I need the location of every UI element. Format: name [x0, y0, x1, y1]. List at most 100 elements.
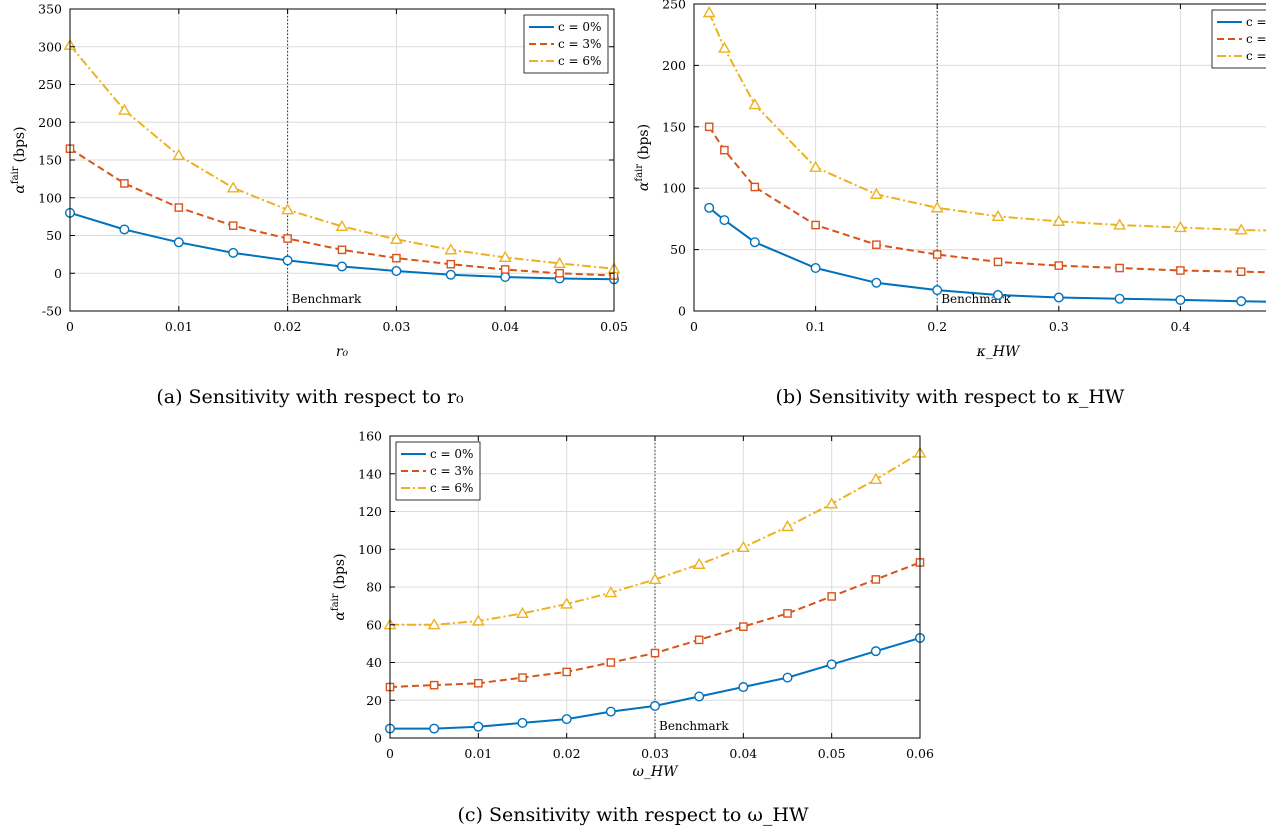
y-tick-label: 250 — [38, 77, 62, 92]
chart-panel-b: Benchmark00.10.20.30.40.5050100150200250… — [630, 0, 1266, 380]
series-line-1 — [708, 126, 1266, 274]
x-axis-label: ω_HW — [632, 764, 679, 780]
data-point — [810, 263, 821, 274]
series-line-2 — [708, 12, 1266, 232]
x-tick-label: 0.3 — [1049, 319, 1069, 334]
y-tick-label: 200 — [38, 115, 62, 130]
legend-entry-2: c = 6% — [430, 481, 473, 495]
y-tick-label: 350 — [38, 2, 62, 17]
y-tick-label: 50 — [46, 228, 62, 243]
y-tick-label: 300 — [38, 39, 62, 54]
y-tick-label: 100 — [358, 542, 382, 557]
data-point — [1173, 220, 1187, 233]
data-point — [749, 237, 760, 248]
data-point — [474, 678, 483, 688]
y-label-sup: fair — [10, 166, 21, 184]
data-point — [811, 220, 820, 230]
data-point — [500, 265, 510, 274]
data-point — [1053, 292, 1064, 303]
data-point — [392, 253, 401, 263]
y-tick-label: 120 — [358, 504, 382, 519]
data-point — [473, 721, 484, 732]
data-point — [871, 277, 882, 288]
data-point — [560, 597, 574, 609]
data-point — [516, 606, 529, 619]
data-point — [337, 245, 347, 255]
legend-entry-1: c = 3% — [1246, 32, 1266, 46]
x-tick-label: 0.06 — [906, 746, 934, 761]
data-point — [736, 540, 750, 552]
x-axis-label: κ_HW — [976, 344, 1021, 360]
y-tick-label: 100 — [38, 190, 62, 205]
data-point — [173, 237, 184, 248]
x-tick-label: 0.1 — [806, 319, 826, 334]
y-tick-label: 250 — [662, 0, 686, 12]
data-point — [518, 673, 527, 682]
y-label-unit: (bps) — [636, 124, 652, 160]
y-label-alpha: α — [12, 184, 28, 194]
data-point — [648, 572, 662, 585]
y-tick-label: 50 — [670, 242, 686, 257]
x-tick-label: 0.03 — [382, 319, 410, 334]
data-point — [553, 256, 567, 269]
y-tick-label: 0 — [54, 266, 62, 281]
data-point — [429, 723, 440, 734]
x-tick-label: 0.03 — [641, 746, 669, 761]
benchmark-label: Benchmark — [292, 292, 362, 306]
x-tick-label: 0.01 — [464, 746, 492, 761]
data-point — [826, 659, 837, 670]
x-tick-label: 0.05 — [818, 746, 846, 761]
data-point — [1175, 294, 1186, 305]
legend-entry-0: c = 0% — [558, 20, 601, 34]
data-point — [872, 240, 881, 249]
data-point — [692, 557, 706, 569]
legend-entry-2: c = 6% — [1246, 49, 1266, 63]
data-point — [717, 41, 731, 53]
chart-b-svg: Benchmark00.10.20.30.40.5050100150200250… — [634, 0, 1266, 360]
data-point — [228, 247, 239, 258]
data-point — [555, 268, 564, 278]
y-tick-label: 60 — [366, 617, 382, 632]
y-label-unit: (bps) — [332, 553, 348, 589]
data-point — [869, 187, 883, 199]
y-tick-label: 150 — [662, 119, 686, 134]
data-point — [228, 221, 238, 230]
data-point — [606, 658, 616, 667]
data-point — [704, 202, 715, 213]
data-point — [174, 203, 184, 212]
data-point — [389, 232, 403, 244]
data-point — [650, 700, 661, 711]
data-point — [991, 209, 1005, 222]
series-line-2 — [69, 44, 615, 270]
data-point — [720, 145, 729, 155]
data-point — [335, 219, 349, 232]
y-tick-label: 80 — [366, 580, 382, 595]
x-tick-label: 0 — [386, 746, 394, 761]
y-axis-label: αfair (bps) — [330, 553, 348, 620]
caption-c: (c) Sensitivity with respect to ω_HW — [457, 804, 809, 826]
x-tick-label: 0.04 — [729, 746, 757, 761]
y-tick-label: 140 — [358, 466, 382, 481]
data-point — [1113, 218, 1127, 230]
data-point — [1052, 214, 1066, 226]
data-point — [282, 255, 293, 266]
data-point — [445, 269, 456, 280]
y-axis-label: αfair (bps) — [10, 126, 28, 193]
caption-b: (b) Sensitivity with respect to κ_HW — [775, 386, 1125, 408]
data-point — [471, 614, 485, 626]
data-point — [605, 706, 616, 717]
x-tick-label: 0.4 — [1170, 319, 1190, 334]
data-point — [561, 714, 572, 725]
data-point — [446, 259, 456, 269]
legend-box — [395, 441, 481, 501]
data-point — [444, 243, 458, 255]
data-point — [1234, 223, 1248, 235]
data-point — [871, 575, 881, 584]
data-point — [498, 250, 512, 262]
data-point — [650, 648, 660, 658]
data-point — [1236, 267, 1246, 277]
data-point — [783, 609, 792, 618]
data-point — [870, 646, 881, 657]
data-point — [1114, 293, 1125, 304]
data-point — [281, 203, 295, 215]
